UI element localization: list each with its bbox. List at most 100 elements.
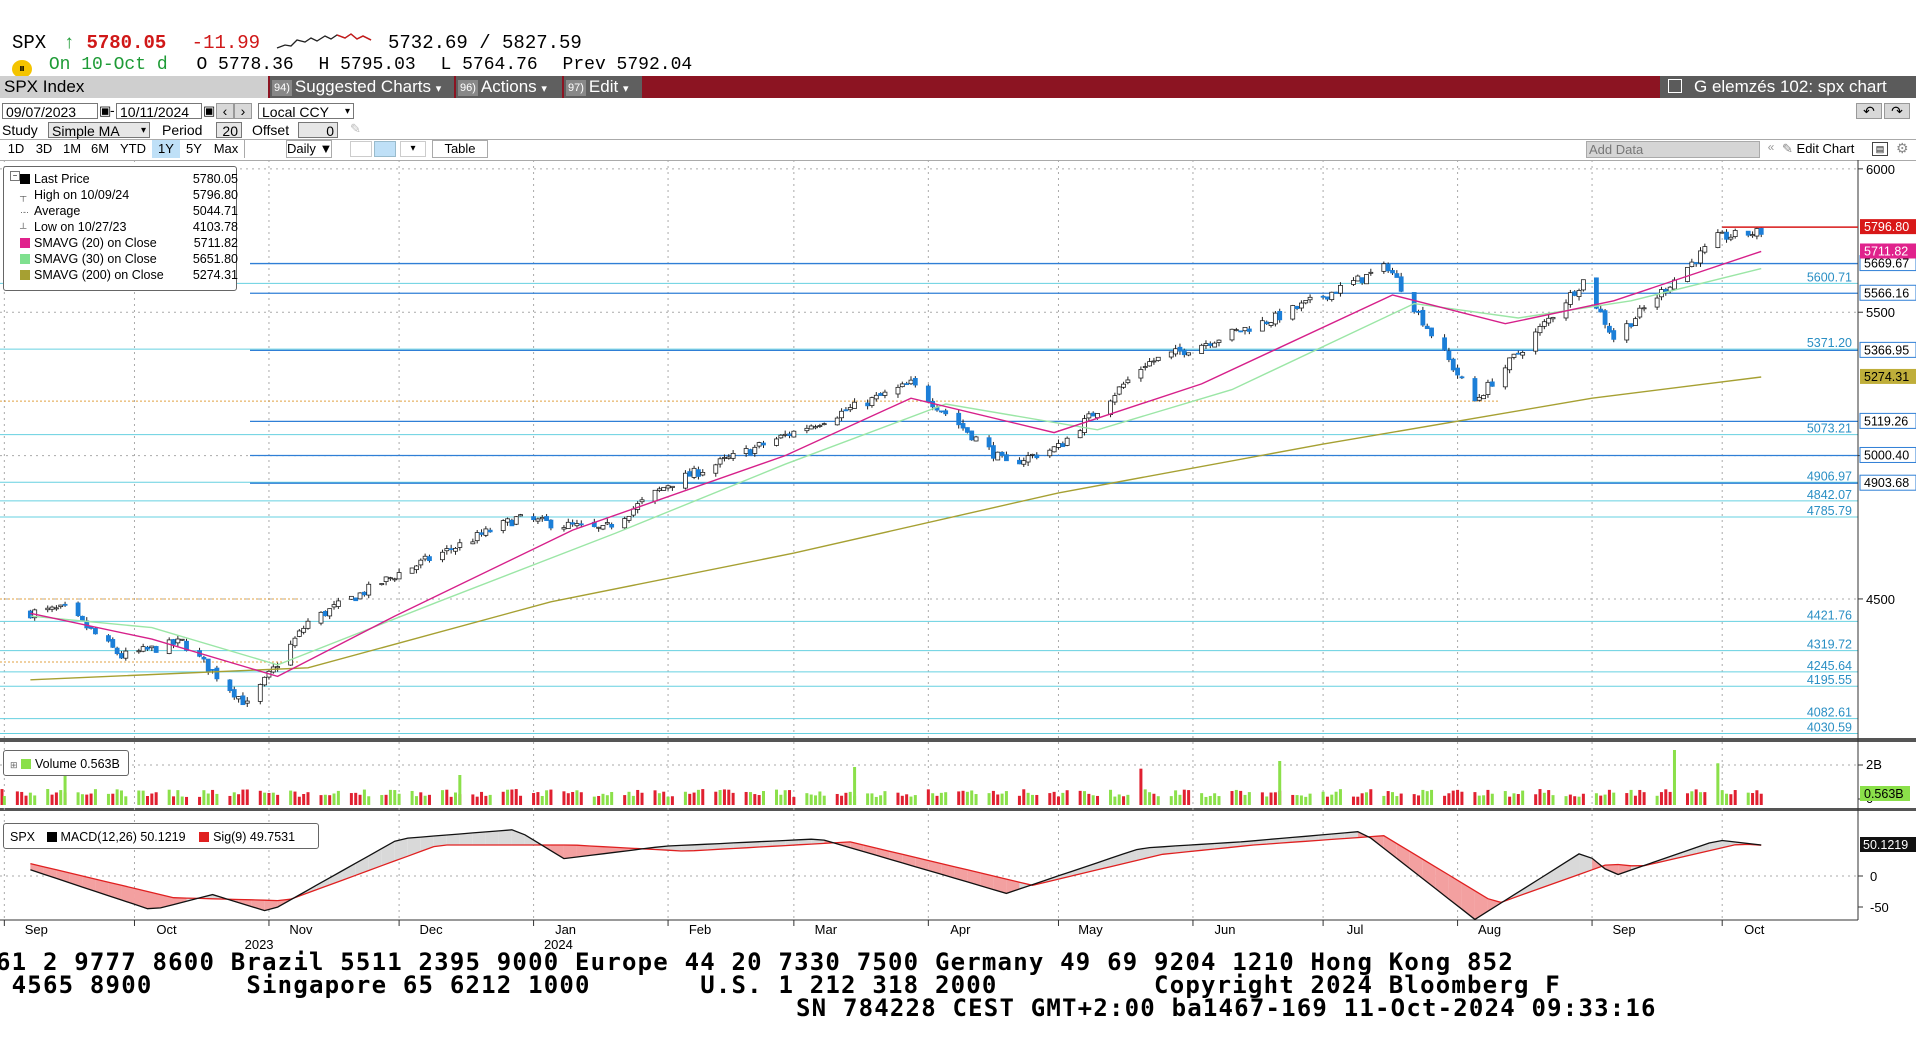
range-button-1y[interactable]: 1Y [152,140,181,158]
volume-bar [1456,789,1460,805]
add-data-field[interactable]: Add Data [1586,141,1760,158]
volume-bar [1260,792,1264,805]
table-button[interactable]: Table [432,140,488,158]
range-button-3d[interactable]: 3D [30,140,59,158]
legend-collapse-icon[interactable]: − [10,171,20,181]
volume-bar [532,793,536,805]
low-value: L 5764.76 [440,55,538,75]
range-button-1m[interactable]: 1M [58,140,87,158]
volume-bar [1460,791,1464,805]
collapse-icon[interactable]: « [1767,140,1775,154]
next-period-button[interactable]: › [234,103,252,119]
candle-body [999,451,1005,456]
volume-bar [1156,796,1160,805]
range-button-max[interactable]: Max [208,140,245,158]
pencil-icon[interactable]: ✎ [350,121,361,136]
candle-body [1745,230,1751,236]
candle-body [882,391,888,396]
volume-panel: 02B0.563B [0,750,1910,806]
candle-body [479,532,484,535]
chart-style-line-button[interactable] [350,141,372,157]
candle-body [440,551,445,561]
volume-bar [1599,795,1603,805]
candle-body [184,640,189,651]
volume-legend[interactable]: ⊞ Volume 0.563B [3,750,129,776]
candle-body [596,526,602,529]
macd-histogram-fill [1409,851,1423,879]
chart-style-dropdown[interactable]: ▾ [400,141,426,157]
range-button-6m[interactable]: 6M [86,140,115,158]
candle-body [873,394,879,400]
volume-bar [1004,791,1008,805]
edit-label: Edit [588,77,619,96]
actions-menu[interactable]: 96) Actions ▾ [456,76,562,98]
candle-body [110,639,116,648]
chart-legend[interactable]: − Last Price 5780.05 ┬ High on 10/09/24 5796… [3,166,238,291]
candle-body [327,608,333,617]
end-date-field[interactable]: 10/11/2024 [116,103,202,120]
calendar-icon[interactable]: ▣ [203,103,216,118]
macd-legend[interactable]: SPX MACD(12,26) 50.1219 Sig(9) 49.7531 [3,823,319,849]
volume-bar [748,792,752,805]
start-date-field[interactable]: 09/07/2023 [2,103,98,120]
volume-bar [80,794,84,805]
volume-bar [211,789,215,805]
refresh-icon[interactable]: ↷ [1884,103,1910,119]
gear-icon[interactable]: ⚙ [1896,140,1909,156]
currency-select[interactable]: Local CCY ▾ [258,103,354,120]
candle-body [1611,330,1617,340]
undo-icon[interactable]: ↶ [1856,103,1882,119]
volume-bar [926,789,930,805]
horizontal-levels: 5600.71 5371.20 5073.21 4906.97 4842.07 4785.… [0,262,1858,735]
candle-body [1390,270,1395,274]
volume-bar [874,796,878,805]
legend-marker-icon: ┬ [20,191,27,201]
candle-body [1138,369,1144,379]
prev-period-button[interactable]: ‹ [216,103,234,119]
range-button-ytd[interactable]: YTD [114,140,153,158]
chart-style-candle-button[interactable] [374,141,396,157]
suggested-charts-menu[interactable]: 94) Suggested Charts ▾ [270,76,454,98]
volume-bar [1417,795,1421,805]
candle-body [652,489,658,502]
volume-bar [1629,789,1633,805]
volume-bar [453,792,457,805]
study-select[interactable]: Simple MA ▾ [48,122,150,139]
volume-bar [792,796,796,805]
volume-bar [514,789,518,805]
candle-body [565,521,571,529]
macd-histogram-fill [798,839,812,845]
frequency-select[interactable]: Daily ▼ [286,140,332,158]
volume-bar [215,793,219,805]
level-tag: 5000.40 [1864,448,1909,462]
volume-bar [1364,792,1368,805]
volume-bar [1061,792,1065,805]
period-input[interactable]: 20 [216,122,242,139]
volume-bar [1685,793,1689,805]
macd-histogram-fill [707,843,721,850]
volume-bar [115,789,119,805]
volume-bar [757,795,761,805]
edit-menu[interactable]: 97) Edit ▾ [564,76,642,98]
candle-body [357,592,363,600]
candle-body [1420,309,1426,326]
candle-body [1047,449,1053,457]
price-tag: 5274.31 [1864,370,1909,384]
volume-bar [909,796,913,805]
chart-settings-icon[interactable]: ▤ [1872,142,1888,156]
edit-chart-button[interactable]: ✎ Edit Chart [1782,140,1862,158]
candle-body [639,499,645,503]
chart-title-cell[interactable]: G elemzés 102: spx chart [1660,76,1916,98]
volume-bar [1594,793,1598,805]
range-button-1d[interactable]: 1D [2,140,31,158]
offset-input[interactable]: 0 [298,122,338,139]
candle-body [1533,331,1539,352]
calendar-icon[interactable]: ▣ [99,103,112,118]
security-field[interactable]: SPX Index [0,76,268,98]
volume-bar [788,790,792,805]
volume-bar [1000,793,1004,805]
volume-bar [1720,790,1724,805]
price-tag: 5711.82 [1864,244,1908,258]
candle-body [656,488,662,491]
